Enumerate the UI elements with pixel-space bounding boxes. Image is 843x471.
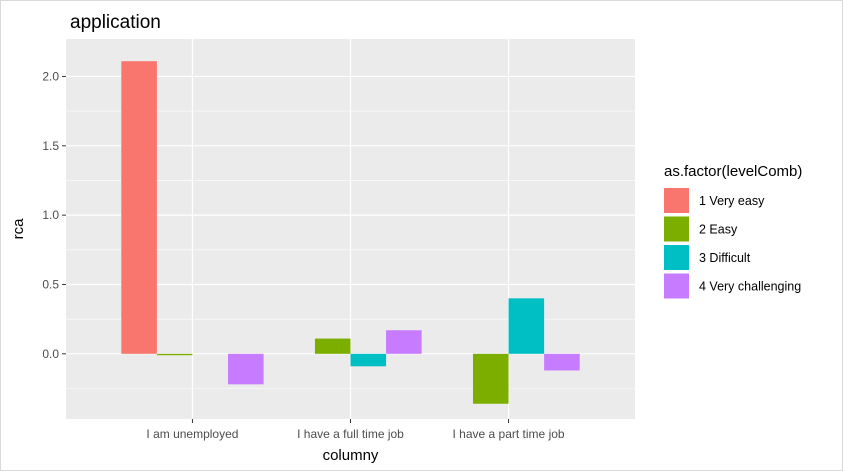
- y-tick-label: 2.0: [42, 69, 59, 83]
- legend-label: 1 Very easy: [699, 194, 765, 208]
- legend-key: [664, 188, 689, 213]
- bar: [314, 338, 351, 354]
- legend-label: 3 Difficult: [699, 251, 751, 265]
- x-axis-title: columny: [323, 447, 379, 464]
- bar: [121, 61, 157, 354]
- legend-key: [664, 216, 689, 242]
- x-tick-label: I have a part time job: [453, 427, 565, 441]
- legend: as.factor(levelComb) 1 Very easy 2 Easy 3 …: [664, 163, 802, 299]
- y-tick-label: 0.0: [42, 347, 59, 361]
- x-axis: I am unemployed I have a full time job I h…: [146, 419, 565, 441]
- legend-label: 4 Very challenging: [699, 280, 801, 294]
- bar: [350, 353, 387, 367]
- y-tick-label: 0.5: [42, 277, 59, 291]
- bar: [472, 353, 509, 404]
- bar: [544, 353, 580, 371]
- chart-title: application: [70, 12, 161, 33]
- gridlines: [66, 39, 635, 419]
- legend-key: [664, 273, 689, 299]
- y-axis-title: rca: [10, 218, 27, 239]
- x-tick-label: I am unemployed: [146, 427, 238, 441]
- bars: [121, 61, 580, 404]
- bar: [156, 353, 193, 356]
- legend-title: as.factor(levelComb): [664, 163, 802, 180]
- y-tick-label: 1.0: [42, 208, 59, 222]
- y-tick-label: 1.5: [42, 139, 59, 153]
- bar: [508, 298, 545, 354]
- x-tick-label: I have a full time job: [297, 427, 404, 441]
- legend-label: 2 Easy: [699, 223, 738, 237]
- bar: [386, 330, 422, 354]
- legend-key: [664, 245, 689, 270]
- bar: [228, 353, 264, 385]
- y-axis: 0.0 0.5 1.0 1.5 2.0: [42, 69, 66, 361]
